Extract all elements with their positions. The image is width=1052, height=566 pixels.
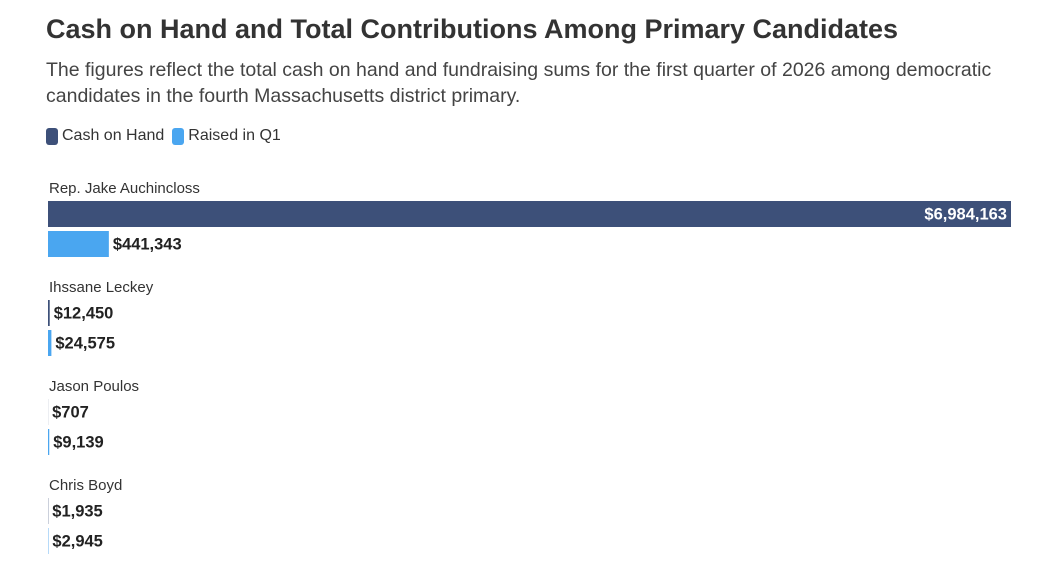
- value-label: $2,945: [52, 532, 102, 550]
- value-label: $707: [52, 403, 89, 421]
- category-label: Jason Poulos: [49, 378, 139, 395]
- value-label: $1,935: [52, 502, 102, 520]
- bar: [48, 300, 50, 326]
- bar: [48, 330, 52, 356]
- value-label: $24,575: [55, 334, 115, 352]
- value-label: $6,984,163: [924, 205, 1007, 223]
- bar: [48, 429, 50, 455]
- chart-subtitle: The figures reflect the total cash on ha…: [46, 59, 992, 107]
- category-label: Chris Boyd: [49, 477, 122, 494]
- legend-label: Raised in Q1: [188, 127, 281, 144]
- legend-item: Raised in Q1: [172, 127, 281, 145]
- category-label: Rep. Jake Auchincloss: [49, 180, 200, 197]
- legend-swatch: [172, 127, 185, 145]
- category-label: Ihssane Leckey: [49, 279, 154, 296]
- chart-title: Cash on Hand and Total Contributions Amo…: [46, 14, 899, 44]
- bar: [48, 231, 109, 257]
- bar: [48, 201, 1011, 227]
- legend-item: Cash on Hand: [46, 127, 164, 145]
- value-label: $12,450: [54, 304, 114, 322]
- value-label: $9,139: [53, 433, 103, 451]
- value-label: $441,343: [113, 235, 182, 253]
- legend-label: Cash on Hand: [62, 127, 165, 144]
- legend: Cash on Hand Raised in Q1: [46, 127, 281, 145]
- legend-swatch: [46, 127, 58, 145]
